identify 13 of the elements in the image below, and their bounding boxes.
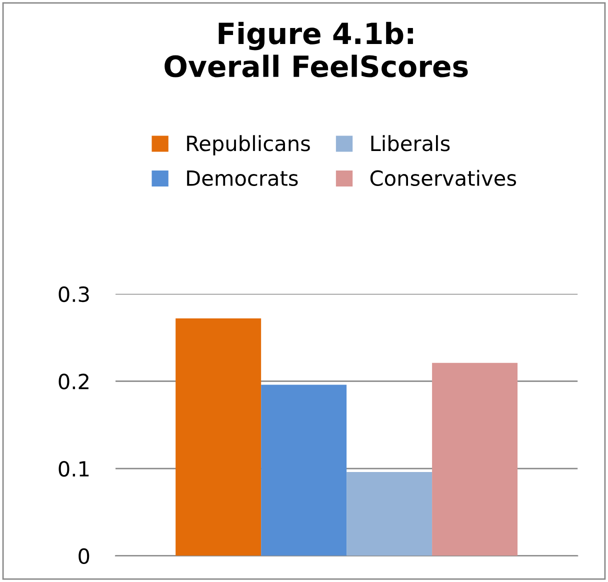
legend-label: Conservatives <box>370 170 516 186</box>
bar <box>176 318 262 556</box>
y-tick-label: 0 <box>78 548 90 564</box>
y-tick-label: 0.1 <box>58 460 89 477</box>
bar <box>261 384 347 556</box>
y-tick-label: 0.3 <box>58 286 89 302</box>
legend-label: Liberals <box>371 135 450 152</box>
legend-label: Democrats <box>187 170 298 186</box>
bar <box>432 362 518 556</box>
y-tick-label: 0.2 <box>58 374 88 390</box>
legend-label: Republicans <box>187 135 310 156</box>
bar <box>346 472 432 556</box>
chart-title: Figure 4.1b: Overall FeelScores <box>164 22 468 78</box>
